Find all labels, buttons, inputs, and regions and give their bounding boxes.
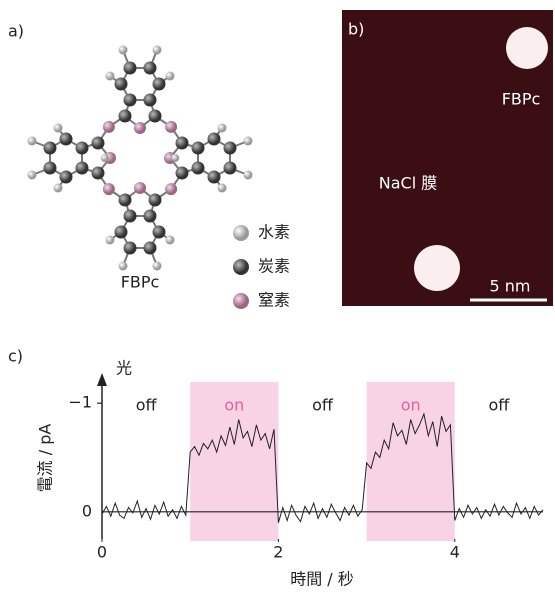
molecule-name: FBPc [121, 273, 160, 292]
atom [54, 124, 63, 133]
atom [192, 142, 205, 155]
light-state-label: on [401, 396, 421, 415]
x-axis-label: 時間 / 秒 [290, 570, 354, 589]
atom [153, 262, 162, 271]
atom [244, 171, 253, 180]
y-tick-label: 0 [82, 501, 92, 520]
atom [149, 194, 162, 207]
atom [44, 142, 57, 155]
light-state-label: off [312, 396, 334, 415]
molecule-name: FBPc [502, 90, 541, 109]
atom [106, 236, 115, 245]
legend-ball [233, 293, 249, 309]
figure: a) FBPc 水素 炭素 窒素 b) FBPc NaCl 膜 5 nm c) … [0, 0, 555, 592]
atom [54, 184, 63, 193]
legend-label: 水素 [258, 223, 290, 242]
atom [224, 162, 237, 175]
y-axis-label: 電流 / pA [36, 424, 55, 493]
atom [144, 94, 157, 107]
atom [134, 122, 146, 134]
atom [115, 226, 128, 239]
atom [124, 62, 137, 75]
atom [208, 133, 221, 146]
atom [153, 78, 166, 91]
panel-label: b) [348, 20, 364, 39]
atom [176, 137, 189, 150]
atom [103, 121, 115, 133]
atom [166, 236, 175, 245]
molecule-blob [414, 245, 460, 291]
atom [119, 262, 128, 271]
legend-ball [233, 225, 249, 241]
atom [44, 162, 57, 175]
atom [101, 154, 109, 162]
atom [103, 183, 115, 195]
atom [153, 226, 166, 239]
y-axis-arrow [97, 373, 107, 386]
atom [124, 94, 137, 107]
atom [28, 137, 37, 146]
atom [28, 171, 37, 180]
atom [119, 46, 128, 55]
scale-label: 5 nm [490, 277, 531, 296]
atom [149, 110, 162, 123]
molecule-diagram [28, 46, 253, 271]
atom [224, 142, 237, 155]
atom [244, 137, 253, 146]
atom [144, 62, 157, 75]
atom [218, 184, 227, 193]
atom [218, 124, 227, 133]
molecule-blob [506, 27, 548, 69]
atom [76, 162, 89, 175]
light-label: 光 [116, 359, 132, 378]
atom [60, 133, 73, 146]
atom [124, 210, 137, 223]
atom [106, 72, 115, 81]
panel-label: a) [8, 22, 24, 41]
atom [92, 167, 105, 180]
x-tick-label: 4 [450, 543, 460, 562]
atom [144, 242, 157, 255]
legend-label: 炭素 [258, 257, 290, 276]
legend-label: 窒素 [258, 291, 290, 310]
atom [60, 171, 73, 184]
y-tick-label: −1 [68, 393, 92, 412]
light-state-label: off [488, 396, 510, 415]
x-tick-label: 0 [97, 543, 107, 562]
atom [166, 72, 175, 81]
atom [115, 78, 128, 91]
legend-ball [233, 259, 249, 275]
atom [119, 110, 132, 123]
substrate-label: NaCl 膜 [379, 174, 437, 193]
atom [144, 210, 157, 223]
atom [165, 121, 177, 133]
panel-label: c) [8, 347, 23, 366]
atom [134, 182, 146, 194]
atom [92, 137, 105, 150]
x-tick-label: 2 [273, 543, 283, 562]
atom [76, 142, 89, 155]
atom [124, 242, 137, 255]
atom [208, 171, 221, 184]
atom [119, 194, 132, 207]
page: a) FBPc 水素 炭素 窒素 b) FBPc NaCl 膜 5 nm c) … [0, 0, 555, 596]
atom [192, 162, 205, 175]
light-state-label: off [136, 396, 158, 415]
light-state-label: on [224, 396, 244, 415]
atom [165, 183, 177, 195]
atom [176, 167, 189, 180]
atom [171, 154, 179, 162]
atom [153, 46, 162, 55]
current-trace [102, 414, 543, 523]
